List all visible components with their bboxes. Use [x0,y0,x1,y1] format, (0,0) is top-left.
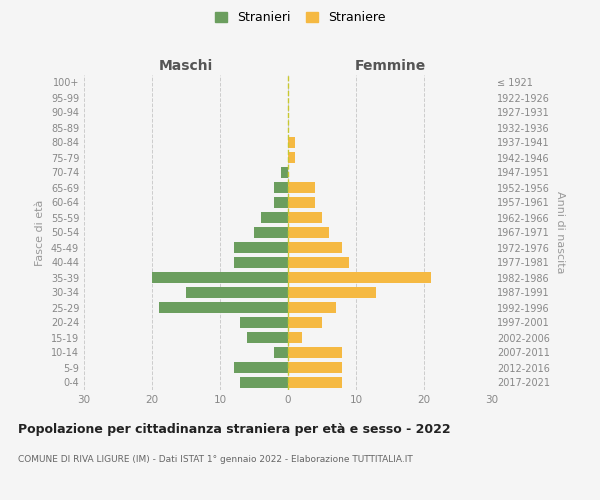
Bar [274,197,288,208]
Bar [288,332,302,343]
Bar [288,302,335,313]
Bar [152,272,288,283]
Y-axis label: Fasce di età: Fasce di età [35,200,45,266]
Text: Femmine: Femmine [355,58,425,72]
Bar [288,257,349,268]
Text: Popolazione per cittadinanza straniera per età e sesso - 2022: Popolazione per cittadinanza straniera p… [18,422,451,436]
Text: COMUNE DI RIVA LIGURE (IM) - Dati ISTAT 1° gennaio 2022 - Elaborazione TUTTITALI: COMUNE DI RIVA LIGURE (IM) - Dati ISTAT … [18,455,413,464]
Bar [274,182,288,193]
Bar [233,362,288,373]
Bar [288,317,322,328]
Bar [281,167,288,178]
Bar [288,242,343,253]
Bar [186,287,288,298]
Bar [288,152,295,163]
Bar [288,362,343,373]
Bar [247,332,288,343]
Bar [288,287,376,298]
Bar [254,227,288,238]
Bar [241,377,288,388]
Legend: Stranieri, Straniere: Stranieri, Straniere [209,6,391,29]
Bar [261,212,288,223]
Bar [288,212,322,223]
Bar [233,257,288,268]
Bar [159,302,288,313]
Bar [288,182,315,193]
Text: Maschi: Maschi [159,58,213,72]
Bar [288,347,343,358]
Bar [288,272,431,283]
Bar [241,317,288,328]
Bar [288,227,329,238]
Bar [288,377,343,388]
Bar [274,347,288,358]
Bar [288,137,295,148]
Y-axis label: Anni di nascita: Anni di nascita [556,191,565,274]
Bar [233,242,288,253]
Bar [288,197,315,208]
